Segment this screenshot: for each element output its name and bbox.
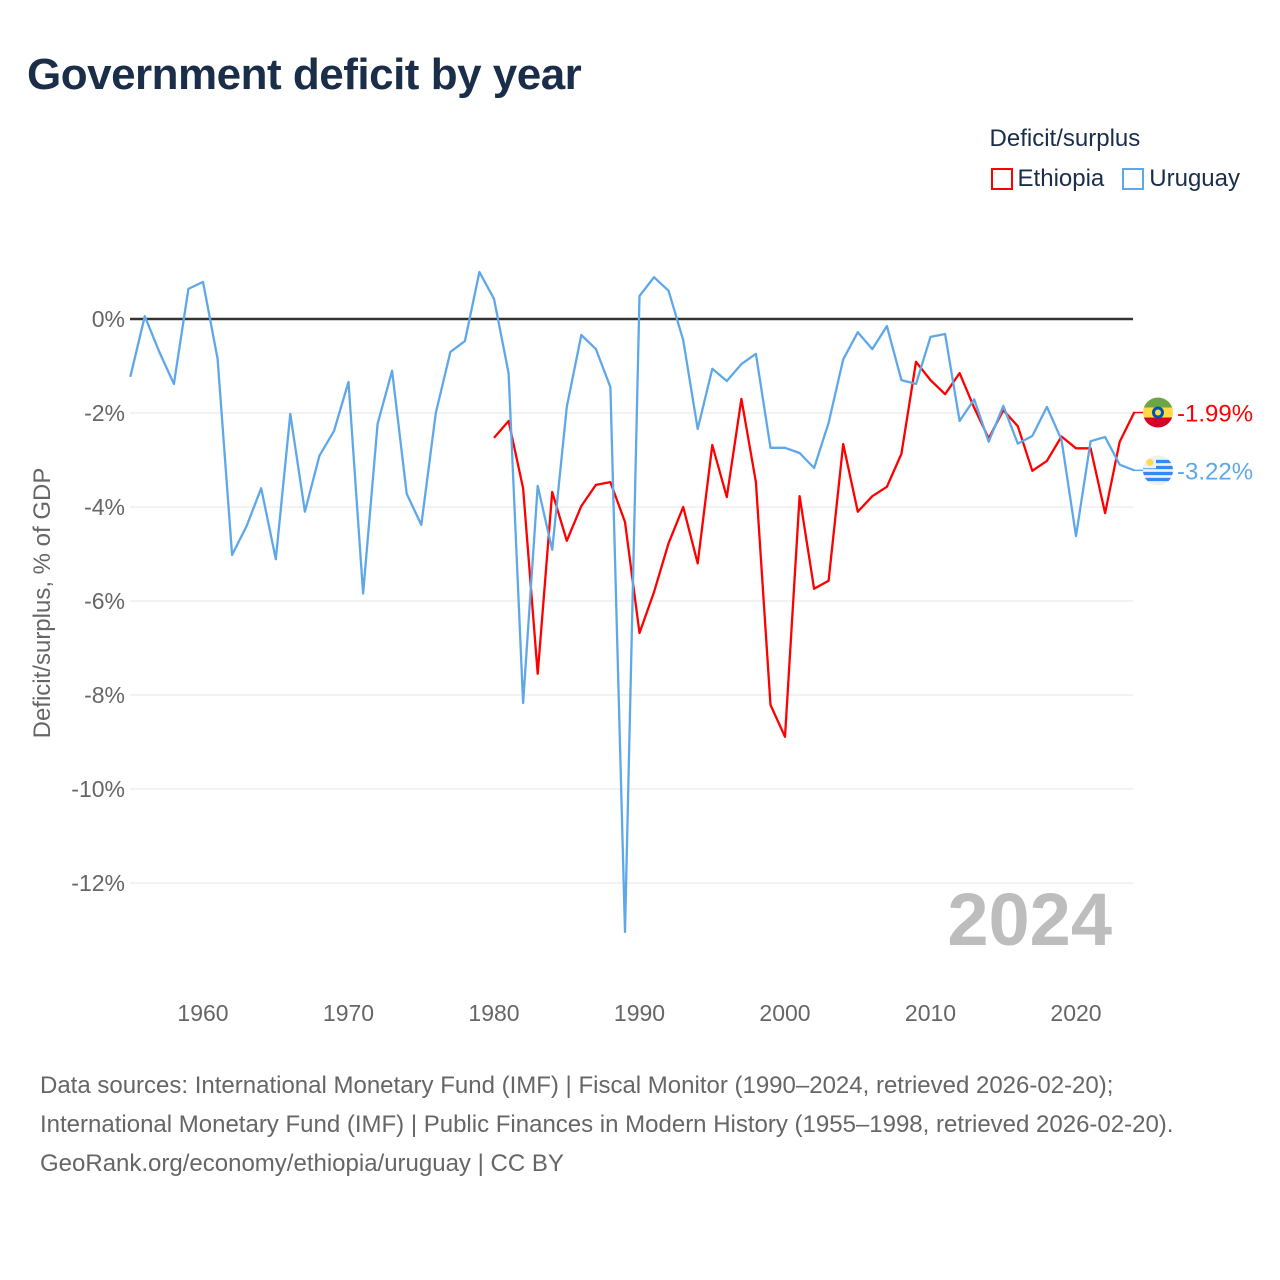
flag-uruguay-icon [1143,455,1173,486]
flag-stripe [1143,397,1173,408]
flag-ethiopia-icon [1143,397,1173,428]
x-tick-label: 2020 [1050,1000,1101,1026]
legend-item-uruguay[interactable]: Uruguay [1122,165,1240,193]
chart-title: Government deficit by year [27,50,582,99]
legend-swatch-ethiopia [990,168,1013,190]
y-tick-label: -2% [84,400,125,426]
footer: Data sources: International Monetary Fun… [40,1066,1240,1183]
y-tick-label: -8% [84,682,125,708]
data-sources: Data sources: International Monetary Fun… [40,1072,1174,1138]
series-line-ethiopia [493,360,1136,738]
flag-stripe [1143,459,1173,464]
series-line-uruguay [129,270,1135,934]
flag-sun [1146,458,1154,466]
end-value-label-uruguay: -3.22% [1177,458,1253,485]
x-tick-label: 1970 [323,1000,374,1026]
x-tick-label: 2000 [759,1000,810,1026]
source-link[interactable]: GeoRank.org/economy/ethiopia/uruguay | C… [40,1150,564,1177]
flag-body [1143,455,1173,486]
y-tick-label: -6% [84,588,125,614]
x-tick-label: 2010 [905,1000,956,1026]
legend: Deficit/surplus Ethiopia Uruguay [989,125,1240,193]
x-tick-label: 1980 [468,1000,519,1026]
flag-stripe [1143,417,1173,428]
flag-stripe [1143,465,1173,470]
y-tick-label: 0% [92,306,125,332]
legend-swatch-uruguay [1122,168,1145,190]
y-tick-label: -10% [71,776,125,802]
legend-label-uruguay: Uruguay [1149,165,1240,192]
legend-item-ethiopia[interactable]: Ethiopia [990,165,1105,193]
y-tick-label: -4% [84,494,125,520]
legend-title: Deficit/surplus [989,125,1141,152]
y-axis-label: Deficit/surplus, % of GDP [29,468,56,739]
x-tick-label: 1990 [614,1000,665,1026]
flag-stripe [1143,471,1173,476]
end-value-label-ethiopia: -1.99% [1177,401,1253,428]
year-label: 2024 [947,878,1112,961]
flag-stripe [1143,477,1173,482]
flag-star [1155,409,1161,416]
legend-label-ethiopia: Ethiopia [1017,165,1105,192]
flag-body [1143,397,1173,428]
x-tick-label: 1960 [177,1000,228,1026]
y-tick-label: -12% [71,870,125,896]
line-chart: 0% -2% -4% -6% -8% -10% -12% 1960 1970 1980 1990 20… [29,270,1253,1026]
